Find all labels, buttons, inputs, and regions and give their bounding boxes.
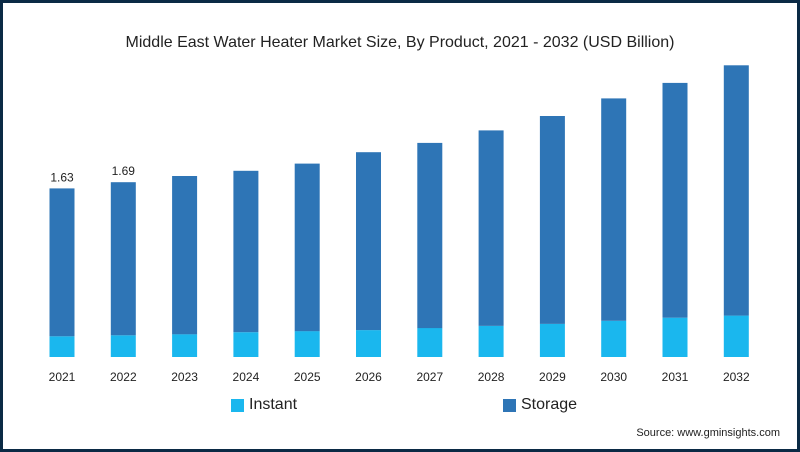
bar-instant-2031 — [662, 317, 688, 357]
bar-storage-2030 — [601, 98, 627, 321]
bar-instant-2026 — [356, 330, 381, 357]
bar-storage-2025 — [294, 163, 320, 332]
x-tick-label: 2023 — [171, 370, 198, 384]
bar-instant-2029 — [539, 323, 565, 357]
bar-instant-2032 — [723, 315, 749, 357]
data-label-2021: 1.63 — [50, 170, 74, 184]
bar-instant-2025 — [294, 331, 320, 357]
x-tick-label: 2022 — [110, 370, 137, 384]
chart-title: Middle East Water Heater Market Size, By… — [125, 34, 675, 51]
legend-label-storage: Storage — [521, 396, 578, 413]
bar-storage-2026 — [356, 152, 381, 331]
bar-storage-2028 — [478, 130, 504, 326]
x-tick-label: 2028 — [478, 370, 505, 384]
bar-instant-2028 — [478, 326, 504, 357]
x-tick-label: 2032 — [723, 370, 750, 384]
legend-label-instant: Instant — [249, 396, 298, 413]
x-tick-label: 2029 — [539, 370, 566, 384]
chart-legend: Instant Storage — [0, 396, 800, 416]
x-tick-label: 2030 — [600, 370, 627, 384]
x-tick-label: 2031 — [662, 370, 689, 384]
x-tick-label: 2024 — [233, 370, 260, 384]
bar-storage-2022 — [110, 182, 136, 336]
source-note: Source: www.gminsights.com — [636, 427, 780, 439]
bar-instant-2024 — [233, 332, 259, 357]
legend-item-instant: Instant — [231, 396, 297, 414]
bar-storage-2023 — [172, 176, 198, 335]
bar-instant-2021 — [49, 336, 75, 357]
bar-instant-2022 — [110, 335, 136, 357]
legend-item-storage: Storage — [503, 396, 577, 414]
data-label-2022: 1.69 — [112, 164, 136, 178]
x-tick-label: 2025 — [294, 370, 321, 384]
legend-swatch-instant — [231, 398, 244, 412]
bar-instant-2027 — [417, 328, 443, 357]
bar-storage-2031 — [662, 82, 688, 318]
legend-swatch-storage — [503, 398, 516, 412]
bar-storage-2032 — [723, 65, 749, 316]
bar-storage-2021 — [49, 188, 75, 337]
bar-storage-2024 — [233, 170, 259, 333]
x-tick-label: 2027 — [416, 370, 443, 384]
x-tick-label: 2026 — [355, 370, 382, 384]
bar-instant-2023 — [172, 334, 198, 357]
bar-storage-2029 — [539, 116, 565, 324]
x-tick-label: 2021 — [49, 370, 76, 384]
bar-storage-2027 — [417, 142, 443, 329]
bar-instant-2030 — [601, 320, 627, 357]
